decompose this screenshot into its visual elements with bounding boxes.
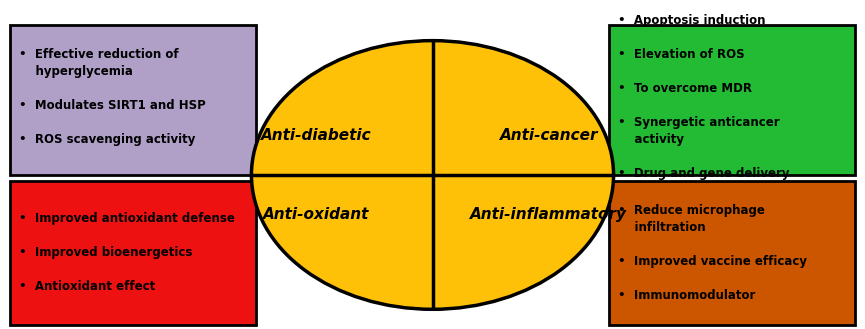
Text: •  Apoptosis induction

•  Elevation of ROS

•  To overcome MDR

•  Synergetic a: • Apoptosis induction • Elevation of ROS… bbox=[618, 14, 790, 180]
Text: Anti-inflammatory: Anti-inflammatory bbox=[471, 207, 627, 222]
Ellipse shape bbox=[252, 41, 613, 309]
Ellipse shape bbox=[252, 41, 613, 309]
Bar bbox=[10, 181, 256, 324]
Bar bbox=[609, 25, 855, 175]
Text: Anti-oxidant: Anti-oxidant bbox=[263, 207, 369, 222]
Bar bbox=[609, 181, 855, 324]
Ellipse shape bbox=[252, 41, 613, 309]
Text: Anti-diabetic: Anti-diabetic bbox=[260, 128, 371, 143]
Text: •  Reduce microphage
    infiltration

•  Improved vaccine efficacy

•  Immunomo: • Reduce microphage infiltration • Impro… bbox=[618, 204, 807, 302]
Text: Anti-cancer: Anti-cancer bbox=[500, 128, 599, 143]
Text: •  Improved antioxidant defense

•  Improved bioenergetics

•  Antioxidant effec: • Improved antioxidant defense • Improve… bbox=[19, 212, 234, 293]
Text: •  Effective reduction of
    hyperglycemia

•  Modulates SIRT1 and HSP

•  ROS : • Effective reduction of hyperglycemia •… bbox=[19, 48, 205, 146]
Bar bbox=[10, 25, 256, 175]
